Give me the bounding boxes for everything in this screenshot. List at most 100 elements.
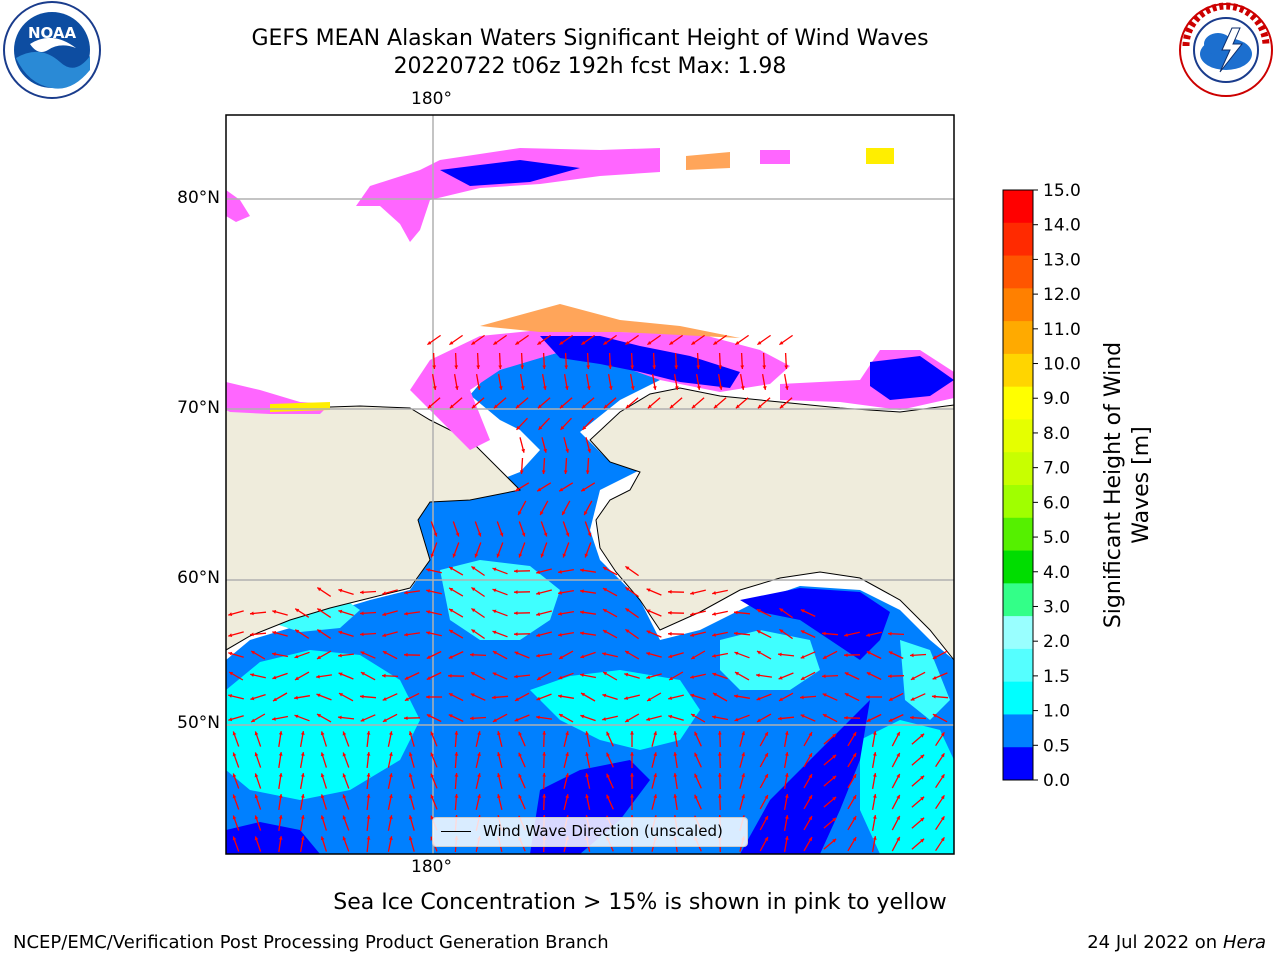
wave-direction-arrowhead [536,570,541,574]
wave-direction-arrowhead [668,589,672,594]
wave-direction-arrowhead [585,470,590,474]
wave-direction-arrowhead [808,753,812,758]
wave-direction-arrowhead [717,773,722,777]
wave-direction-arrowhead [888,631,892,636]
wave-direction-arrowhead [477,794,481,798]
wave-direction-arrowhead [492,609,497,614]
wave-direction-arrowhead [712,654,716,658]
wave-direction-arrowhead [426,676,431,680]
wave-direction-arrowhead [342,773,347,778]
wave-direction-arrowhead [603,672,608,676]
wave-direction-arrowhead [471,566,476,571]
wave-direction-arrowhead [366,794,371,798]
wave-direction-arrowhead [852,837,857,842]
wave-direction-arrowhead [404,676,409,680]
wave-direction-arrowhead [254,794,259,799]
wave-direction-arrowhead [320,794,325,799]
wave-direction-arrowhead [251,651,256,655]
wave-direction-arrowhead [691,341,696,345]
wave-direction-arrowhead [408,815,413,820]
colorbar-segment [1003,681,1033,715]
wave-direction-arrowhead [320,815,325,820]
colorbar-tick-label: 1.5 [1043,667,1070,687]
wave-direction-arrowhead [910,697,915,701]
sea-ice-region [226,190,250,222]
wave-direction-arrowhead [668,654,673,659]
wave-direction-arrowhead [254,815,259,820]
map-legend: Wind Wave Direction (unscaled) [432,817,748,847]
wave-direction-arrowhead [471,404,476,409]
footer-credit: NCEP/EMC/Verification Post Processing Pr… [13,932,609,953]
wave-direction-arrowhead [404,697,409,701]
wave-direction-arrowhead [734,694,738,699]
wave-direction-arrowhead [580,654,585,659]
wave-direction-arrowhead [537,676,541,680]
wave-direction-arrowhead [316,674,320,679]
wave-direction-arrowhead [294,714,299,719]
wave-direction-arrowhead [366,836,371,840]
wave-direction-arrowhead [558,590,562,595]
wave-direction-arrowhead [668,610,672,615]
wave-direction-arrowhead [741,731,745,736]
wave-direction-arrowhead [603,630,607,634]
wave-direction-arrowhead [647,341,652,345]
wave-direction-arrowhead [338,588,343,593]
wave-direction-arrowhead [389,752,393,756]
wave-direction-arrowhead [449,404,454,409]
wave-direction-arrowhead [565,532,570,537]
wave-height-patch [740,588,890,660]
wave-direction-arrowhead [278,815,283,819]
wave-direction-arrowhead [602,652,606,656]
wave-direction-arrowhead [497,752,501,757]
colorbar-segment [1003,386,1033,420]
wave-direction-arrowhead [562,511,566,516]
wave-direction-arrowhead [538,425,543,430]
wave-direction-arrowhead [784,773,789,777]
wave-direction-arrowhead [668,696,673,700]
wave-direction-arrowhead [756,630,761,634]
wave-direction-arrowhead [587,448,591,453]
colorbar-tick-label: 0.5 [1043,736,1070,756]
wave-direction-arrowhead [673,731,678,735]
wave-direction-arrowhead [932,694,936,699]
wave-direction-arrowhead [866,718,871,722]
wave-direction-arrowhead [559,655,563,659]
wave-direction-arrowhead [647,697,652,701]
wave-direction-arrowhead [625,341,630,345]
wave-direction-arrowhead [808,837,812,842]
wave-direction-arrowhead [920,796,925,801]
wave-direction-arrowhead [540,553,545,558]
wave-direction-arrowhead [300,752,305,756]
sea-ice-region [870,356,954,400]
wave-direction-arrowhead [896,815,900,820]
wave-direction-arrowhead [426,589,430,593]
wave-direction-arrowhead [866,672,871,676]
wave-direction-arrowhead [250,696,255,701]
wave-direction-arrowhead [741,752,745,757]
wave-direction-arrowhead [492,588,497,593]
wave-direction-arrowhead [516,425,521,430]
wave-direction-arrowhead [497,773,501,778]
wave-direction-arrowhead [272,717,276,721]
wave-direction-arrowhead [690,633,695,637]
wave-direction-arrowhead [646,588,651,592]
wave-direction-arrowhead [694,752,698,757]
wave-direction-arrowhead [852,816,857,821]
wave-direction-arrowhead [920,817,925,822]
wave-direction-arrowhead [585,752,589,756]
wave-direction-arrowhead [360,632,364,637]
wave-direction-arrowhead [477,532,482,537]
sea-ice-region [686,152,730,170]
wave-direction-arrowhead [896,836,900,841]
wave-direction-arrowhead [712,591,716,595]
wave-direction-arrowhead [514,590,518,594]
wave-direction-arrowhead [492,567,497,572]
wave-direction-arrowhead [608,386,613,390]
lon-label-bottom: 180° [411,857,452,877]
wave-direction-arrowhead [779,404,784,409]
wave-direction-arrowhead [717,752,722,756]
wave-direction-arrowhead [653,794,657,799]
wave-direction-arrowhead [630,794,634,798]
wave-direction-arrowhead [735,404,740,409]
